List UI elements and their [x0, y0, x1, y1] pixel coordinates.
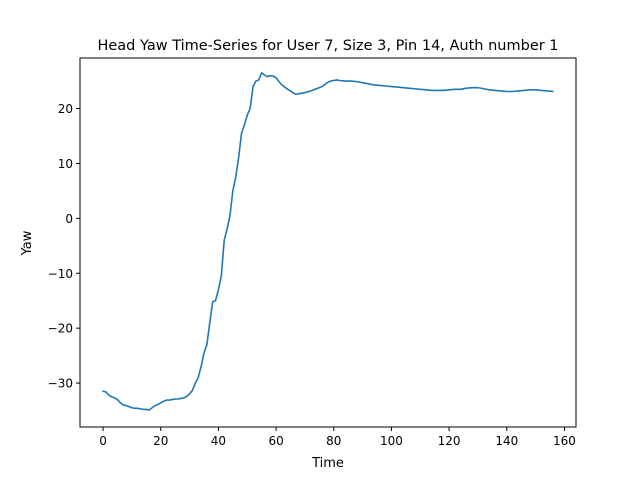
x-axis-label: Time — [311, 456, 344, 471]
y-tick-label: 0 — [65, 212, 73, 226]
y-tick-label: 10 — [58, 157, 73, 171]
y-axis-ticks: −30 −20 −10 0 10 20 — [48, 102, 80, 391]
x-tick-label: 40 — [211, 434, 226, 448]
plot-frame — [79, 57, 577, 428]
y-tick-label: −20 — [48, 322, 73, 336]
x-tick-label: 80 — [326, 434, 341, 448]
x-tick-label: 20 — [153, 434, 168, 448]
y-tick-label: 20 — [58, 102, 73, 116]
series-layer — [102, 72, 554, 411]
y-tick-label: −10 — [48, 267, 73, 281]
chart-title: Head Yaw Time-Series for User 7, Size 3,… — [97, 38, 558, 54]
x-tick-label: 100 — [380, 434, 403, 448]
x-tick-label: 60 — [268, 434, 283, 448]
yaw-series-line — [102, 72, 554, 411]
y-tick-label: −30 — [48, 377, 73, 391]
x-tick-label: 140 — [495, 434, 518, 448]
y-axis-label: Yaw — [20, 230, 35, 256]
x-tick-label: 120 — [438, 434, 461, 448]
x-axis-ticks: 0 20 40 60 80 100 120 140 160 — [99, 427, 576, 448]
x-tick-label: 0 — [99, 434, 107, 448]
x-tick-label: 160 — [553, 434, 576, 448]
